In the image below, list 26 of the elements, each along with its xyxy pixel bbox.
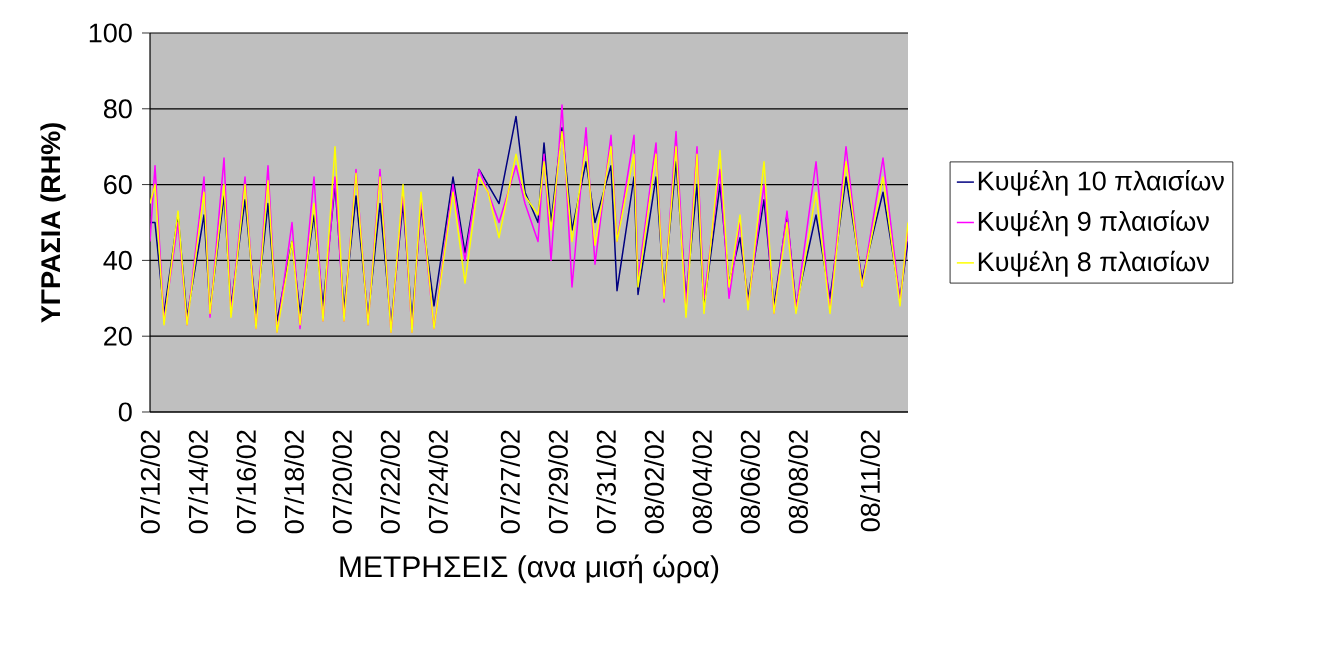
y-tick-label: 80	[103, 99, 132, 119]
legend-label: Κυψέλη 10 πλαισίων	[978, 169, 1224, 196]
x-tick-label: 07/16/02	[236, 430, 256, 534]
x-tick-label: 08/02/02	[644, 430, 664, 534]
y-axis-title: ΥΓΡΑΣΙΑ (RH%)	[40, 123, 66, 323]
x-tick-label: 07/20/02	[332, 430, 352, 534]
x-tick-label: 07/22/02	[380, 430, 400, 534]
x-tick-label: 08/06/02	[740, 430, 760, 534]
x-tick-label: 08/04/02	[692, 430, 712, 534]
x-tick-label: 07/27/02	[500, 430, 520, 534]
x-tick-label: 07/12/02	[140, 430, 160, 534]
y-tick-label: 0	[118, 402, 132, 422]
legend-label: Κυψέλη 9 πλαισίων	[978, 210, 1209, 237]
y-tick-label: 60	[104, 175, 132, 195]
y-tick-label: 40	[103, 250, 132, 270]
x-tick-label: 07/14/02	[188, 430, 208, 534]
legend-label: Κυψέλη 8 πλαισίων	[978, 250, 1209, 277]
x-axis-title: ΜΕΤΡΗΣΕΙΣ (ανα μισή ώρα)	[340, 554, 719, 584]
x-tick-label: 07/31/02	[596, 430, 616, 534]
x-tick-label: 07/29/02	[548, 430, 568, 534]
x-tick-label: 08/08/02	[788, 430, 808, 534]
x-tick-label: 07/18/02	[284, 430, 304, 534]
x-tick-label: 08/11/02	[860, 430, 880, 532]
y-tick-label: 100	[89, 23, 132, 43]
y-tick-label: 20	[104, 326, 132, 346]
x-tick-label: 07/24/02	[428, 430, 448, 534]
